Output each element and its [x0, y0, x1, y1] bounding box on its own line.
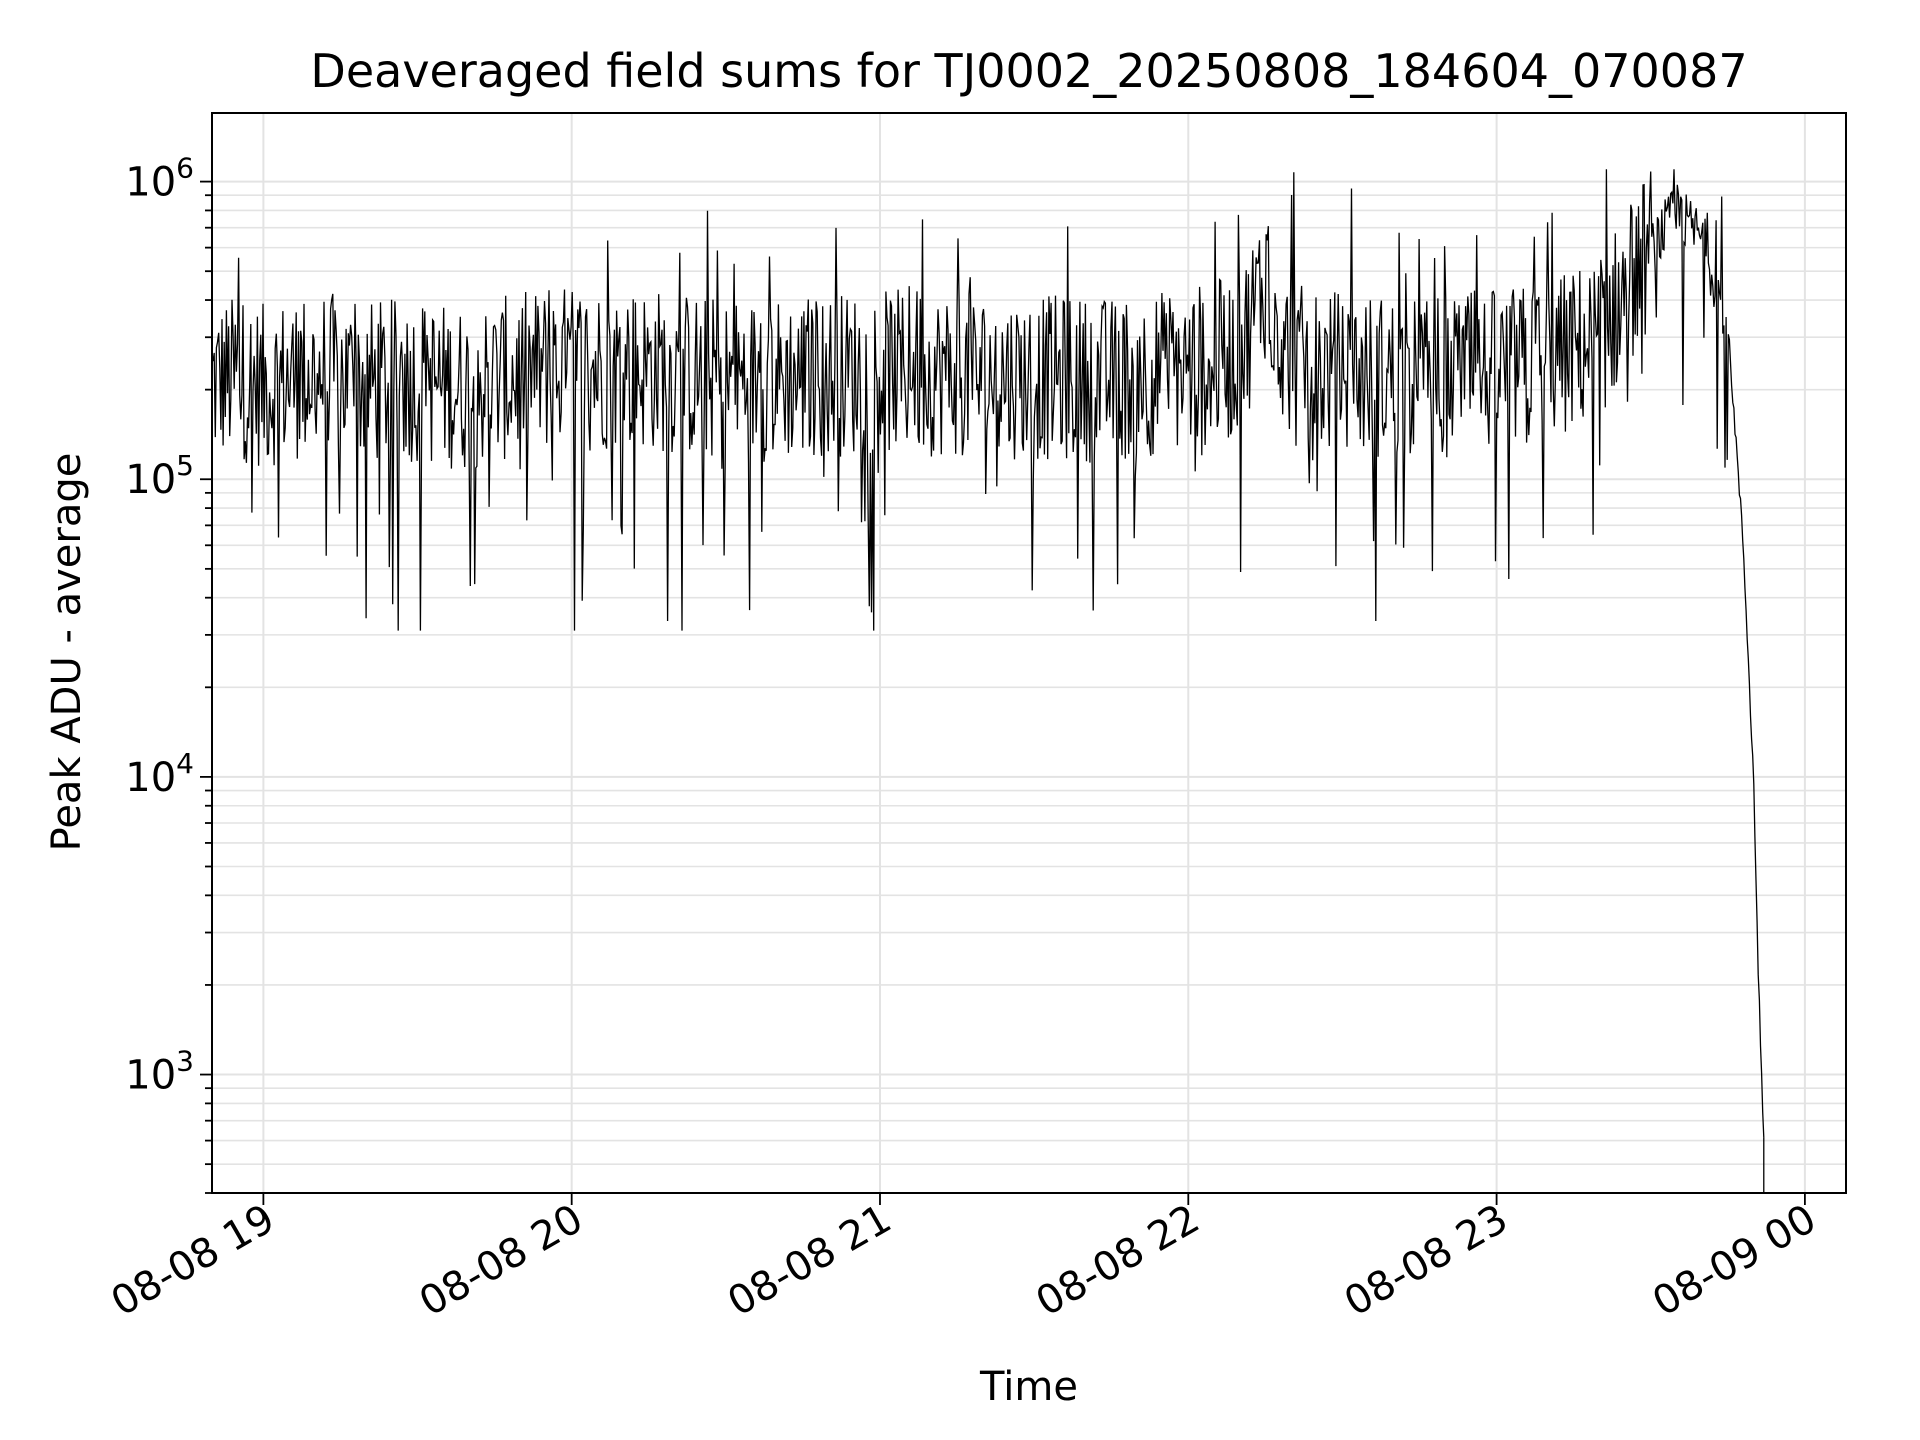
y-tick-exponent: 3 — [176, 1045, 194, 1078]
y-tick-label: 104 — [125, 747, 194, 801]
x-tick-label: 08-09 00 — [1645, 1196, 1824, 1326]
y-tick-label: 105 — [125, 449, 194, 503]
x-axis-label: Time — [980, 1364, 1078, 1410]
chart-title: Deaveraged field sums for TJ0002_2025080… — [310, 44, 1748, 98]
series-group — [211, 169, 1765, 1193]
plot-frame — [211, 112, 1847, 1194]
x-tick-label: 08-08 19 — [104, 1196, 283, 1326]
x-tick-label: 08-08 22 — [1029, 1196, 1208, 1326]
y-tick-base: 10 — [125, 457, 176, 503]
y-tick-base: 10 — [125, 160, 176, 206]
grid — [212, 113, 1846, 1194]
y-tick-exponent: 4 — [176, 747, 194, 780]
y-axis-label: Peak ADU - average — [44, 452, 90, 852]
y-tick-base: 10 — [125, 755, 176, 801]
y-tick-base: 10 — [125, 1053, 176, 1099]
x-tick-label: 08-08 20 — [412, 1196, 591, 1326]
x-tick-label: 08-08 21 — [720, 1196, 899, 1326]
y-tick-label: 103 — [125, 1045, 194, 1099]
y-tick-label: 106 — [125, 152, 194, 206]
y-tick-exponent: 6 — [176, 152, 194, 185]
x-tick-label: 08-08 23 — [1337, 1196, 1516, 1326]
y-tick-exponent: 5 — [176, 449, 194, 482]
series-line — [211, 169, 1765, 1138]
